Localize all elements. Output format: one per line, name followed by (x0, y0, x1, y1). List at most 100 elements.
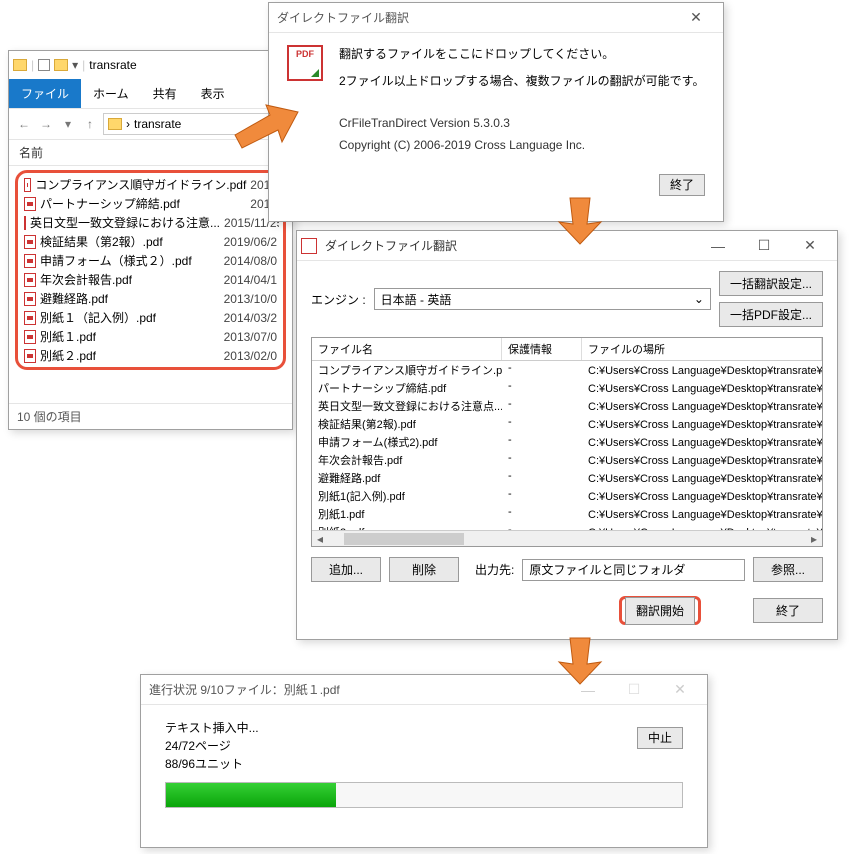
maximize-icon: ☐ (611, 676, 657, 704)
folder-icon (108, 118, 122, 130)
batch-translate-settings-button[interactable]: 一括翻訳設定... (719, 271, 823, 296)
file-row[interactable]: 検証結果（第2報）.pdf2019/06/2 (22, 232, 279, 251)
file-row[interactable]: 申請フォーム（様式２）.pdf2014/08/0 (22, 251, 279, 270)
cell-protect: - (502, 433, 582, 451)
folder-icon[interactable] (54, 59, 68, 71)
file-row[interactable]: 避難経路.pdf2013/10/0 (22, 289, 279, 308)
scrollbar-thumb[interactable] (344, 533, 464, 545)
cell-protect: - (502, 397, 582, 415)
cell-filename: 別紙1(記入例).pdf (312, 487, 502, 505)
table-row[interactable]: 別紙1(記入例).pdf-C:¥Users¥Cross Language¥Des… (312, 487, 822, 505)
close-button[interactable]: 終了 (659, 174, 705, 196)
engine-select[interactable]: 日本語 - 英語 ⌄ (374, 288, 711, 310)
add-button[interactable]: 追加... (311, 557, 381, 582)
recent-dropdown-icon[interactable]: ▾ (59, 115, 77, 133)
table-row[interactable]: コンプライアンス順守ガイドライン.pdf-C:¥Users¥Cross Lang… (312, 361, 822, 379)
cell-location: C:¥Users¥Cross Language¥Desktop¥transrat… (582, 379, 822, 397)
qat-sep: | (31, 58, 34, 72)
progress-window: 進行状況 9/10ファイル：別紙１.pdf — ☐ ✕ テキスト挿入中... 2… (140, 674, 708, 848)
scroll-right-icon[interactable]: ▸ (806, 532, 822, 546)
cell-filename: 避難経路.pdf (312, 469, 502, 487)
table-row[interactable]: 年次会計報告.pdf-C:¥Users¥Cross Language¥Deskt… (312, 451, 822, 469)
minimize-icon[interactable]: — (565, 676, 611, 704)
table-row[interactable]: 別紙1.pdf-C:¥Users¥Cross Language¥Desktop¥… (312, 505, 822, 523)
batch-pdf-settings-button[interactable]: 一括PDF設定... (719, 302, 823, 327)
file-name: コンプライアンス順守ガイドライン.pdf (35, 176, 246, 193)
drop-area[interactable]: PDF 翻訳するファイルをここにドロップしてください。 2ファイル以上ドロップす… (287, 45, 705, 89)
pdf-drop-icon: PDF (287, 45, 323, 81)
table-row[interactable]: 検証結果(第2報).pdf-C:¥Users¥Cross Language¥De… (312, 415, 822, 433)
cell-filename: パートナーシップ締結.pdf (312, 379, 502, 397)
cell-filename: コンプライアンス順守ガイドライン.pdf (312, 361, 502, 379)
file-row[interactable]: 別紙１（記入例）.pdf2014/03/2 (22, 308, 279, 327)
file-name: 別紙１.pdf (40, 328, 96, 345)
cell-protect: - (502, 469, 582, 487)
close-icon[interactable]: ✕ (787, 232, 833, 260)
table-row[interactable]: 別紙2.pdf-C:¥Users¥Cross Language¥Desktop¥… (312, 523, 822, 530)
delete-button[interactable]: 削除 (389, 557, 459, 582)
close-icon[interactable]: ✕ (673, 4, 719, 32)
stop-button[interactable]: 中止 (637, 727, 683, 749)
cell-protect: - (502, 523, 582, 530)
forward-icon[interactable]: → (37, 115, 55, 133)
file-row[interactable]: 英日文型一致文登録における注意...2015/11/25 14:12 (22, 213, 279, 232)
cell-filename: 別紙1.pdf (312, 505, 502, 523)
close-button[interactable]: 終了 (753, 598, 823, 623)
engine-label: エンジン : (311, 291, 366, 308)
copyright-text: Copyright (C) 2006-2019 Cross Language I… (339, 135, 705, 157)
table-row[interactable]: 申請フォーム(様式2).pdf-C:¥Users¥Cross Language¥… (312, 433, 822, 451)
progress-fill (166, 783, 336, 807)
drop-message-2: 2ファイル以上ドロップする場合、複数ファイルの翻訳が可能です。 (339, 72, 704, 89)
window-title: 進行状況 9/10ファイル：別紙１.pdf (145, 681, 565, 698)
file-row[interactable]: コンプライアンス順守ガイドライン.pdf2016 (22, 175, 279, 194)
column-header-protect[interactable]: 保護情報 (502, 338, 582, 360)
pdf-icon (24, 311, 36, 325)
ribbon-tabs: ファイル ホーム 共有 表示 (9, 79, 292, 109)
file-row[interactable]: 別紙１.pdf2013/07/0 (22, 327, 279, 346)
pdf-icon (24, 216, 26, 230)
engine-value: 日本語 - 英語 (381, 291, 452, 308)
explorer-window: | ▾ | transrate ファイル ホーム 共有 表示 ← → ▾ ↑ ›… (8, 50, 293, 430)
maximize-icon[interactable]: ☐ (741, 232, 787, 260)
file-name: 年次会計報告.pdf (40, 271, 132, 288)
file-row[interactable]: 年次会計報告.pdf 2014/04/1 (22, 270, 279, 289)
table-row[interactable]: 避難経路.pdf-C:¥Users¥Cross Language¥Desktop… (312, 469, 822, 487)
browse-button[interactable]: 参照... (753, 557, 823, 582)
scroll-left-icon[interactable]: ◂ (312, 532, 328, 546)
tab-home[interactable]: ホーム (81, 79, 141, 108)
tab-share[interactable]: 共有 (141, 79, 189, 108)
file-date: 2013/02/0 (224, 349, 277, 363)
qat-check-icon[interactable] (38, 59, 50, 71)
version-text: CrFileTranDirect Version 5.3.0.3 (339, 113, 705, 135)
horizontal-scrollbar[interactable]: ◂ ▸ (312, 530, 822, 546)
file-row[interactable]: パートナーシップ締結.pdf2017 (22, 194, 279, 213)
column-header-filename[interactable]: ファイル名 (312, 338, 502, 360)
cell-protect: - (502, 505, 582, 523)
table-row[interactable]: 英日文型一致文登録における注意点....-C:¥Users¥Cross Lang… (312, 397, 822, 415)
up-icon[interactable]: ↑ (81, 115, 99, 133)
drop-target-window: ダイレクトファイル翻訳 ✕ PDF 翻訳するファイルをここにドロップしてください… (268, 2, 724, 222)
minimize-icon[interactable]: — (695, 232, 741, 260)
tab-file[interactable]: ファイル (9, 79, 81, 108)
file-row[interactable]: 別紙２.pdf 2013/02/0 (22, 346, 279, 365)
output-path-field[interactable]: 原文ファイルと同じフォルダ (522, 559, 745, 581)
file-name: 別紙２.pdf (40, 347, 96, 364)
cell-filename: 年次会計報告.pdf (312, 451, 502, 469)
file-date: 2019/06/2 (224, 235, 277, 249)
table-row[interactable]: パートナーシップ締結.pdf-C:¥Users¥Cross Language¥D… (312, 379, 822, 397)
column-header-name[interactable]: 名前 ^ (9, 140, 292, 166)
cell-protect: - (502, 451, 582, 469)
progress-bar (165, 782, 683, 808)
navigation-bar: ← → ▾ ↑ › transrate (9, 109, 292, 140)
column-header-location[interactable]: ファイルの場所 (582, 338, 822, 360)
address-bar[interactable]: › transrate (103, 113, 286, 135)
tab-view[interactable]: 表示 (189, 79, 237, 108)
qat-dropdown-icon[interactable]: ▾ (72, 58, 78, 72)
close-icon[interactable]: ✕ (657, 676, 703, 704)
file-date: 2014/04/1 (224, 273, 277, 287)
start-translation-button[interactable]: 翻訳開始 (625, 597, 695, 625)
file-date: 2013/10/0 (224, 292, 277, 306)
back-icon[interactable]: ← (15, 115, 33, 133)
drop-message-1: 翻訳するファイルをここにドロップしてください。 (339, 45, 704, 62)
cell-location: C:¥Users¥Cross Language¥Desktop¥transrat… (582, 523, 822, 530)
